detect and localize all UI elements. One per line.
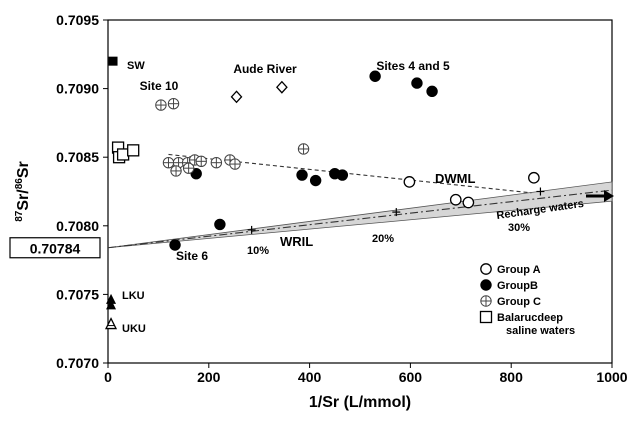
y-tick-label: 0.7085: [56, 149, 99, 165]
point-filled-circle-4: [296, 169, 308, 181]
point-filled-circle-5: [309, 174, 322, 187]
sw-label: SW: [127, 60, 145, 72]
intercept-value-box: [9, 237, 101, 259]
site-10-label: Site 10: [140, 79, 179, 93]
x-tick-label: 1000: [596, 369, 627, 385]
point-filled-circle-1: [190, 167, 202, 180]
y-axis-title: 87Sr/86Sr: [14, 161, 32, 222]
twenty-percent-label: 20%: [372, 233, 394, 245]
y-tick-label: 0.7075: [56, 286, 99, 302]
legend-label: Group C: [497, 296, 541, 308]
legend-marker-3: [480, 295, 492, 307]
legend-label: Group A: [497, 264, 541, 276]
site-6-label: Site 6: [176, 249, 208, 263]
wril-label: WRIL: [280, 234, 313, 249]
x-tick-label: 600: [399, 369, 423, 385]
point-aude-river-2: [276, 80, 288, 94]
sites-4-and-5-label: Sites 4 and 5: [376, 59, 450, 73]
y-axis-text: Sr/: [15, 189, 32, 211]
point-sw-1: [108, 56, 118, 66]
x-tick-label: 200: [197, 369, 221, 385]
x-tick-label: 0: [104, 369, 112, 385]
point-crossed-circle-1: [155, 99, 167, 111]
point-crossed-circle-10: [210, 156, 223, 169]
thirty-percent-label: 30%: [508, 222, 530, 234]
point-open-circle-3: [462, 196, 475, 209]
point-open-circle-4: [528, 171, 540, 184]
point-crossed-circle-7: [182, 162, 195, 174]
x-tick-label: 800: [500, 369, 524, 385]
recharge-band: [107, 181, 613, 249]
point-crossed-circle-5: [170, 165, 182, 177]
point-crossed-circle-3: [162, 156, 175, 169]
y-tick-label: 0.7080: [56, 218, 99, 234]
point-crossed-circle-12: [229, 158, 241, 170]
point-filled-circle-7: [336, 169, 349, 181]
point-open-square-4: [127, 144, 140, 157]
x-axis-title: 1/Sr (L/mmol): [309, 394, 411, 411]
legend-label-line-2: saline waters: [506, 325, 575, 337]
legend-marker-1: [480, 263, 492, 275]
legend-marker-4: [479, 310, 493, 324]
point-aude-river-1: [230, 90, 243, 104]
y-tick-label: 0.7070: [56, 355, 99, 371]
y-axis-superscript: 87: [14, 210, 25, 222]
point-crossed-circle-2: [167, 97, 180, 110]
dwml-label: DWML: [435, 171, 475, 186]
point-open-circle-1: [403, 176, 416, 188]
y-tick-label: 0.7095: [56, 12, 99, 28]
y-tick-label: 0.7090: [56, 81, 99, 97]
point-open-circle-2: [449, 193, 462, 206]
recharge-arrow-head: [604, 190, 614, 202]
y-axis-text: Sr: [15, 161, 32, 178]
point-open-square-3: [116, 148, 130, 161]
point-filled-circle-10: [426, 85, 438, 98]
y-axis-superscript: 86: [14, 178, 25, 190]
intercept-value-label: 0.70784: [30, 240, 81, 256]
dwml-line: [168, 153, 532, 194]
legend-label: Balarucdeep saline waters: [497, 312, 575, 337]
wril-line: [107, 189, 613, 249]
point-filled-circle-8: [369, 70, 381, 82]
lku-label: LKU: [122, 290, 145, 302]
point-filled-circle-3: [169, 239, 181, 251]
legend-label-line-1: Balarucdeep: [497, 312, 563, 324]
uku-label: UKU: [122, 323, 146, 335]
point-filled-circle-2: [214, 218, 226, 231]
point-lku-2: [106, 299, 117, 310]
point-crossed-circle-9: [195, 155, 207, 168]
point-uku-1: [104, 317, 118, 330]
aude-river-label: Aude River: [233, 62, 297, 76]
point-crossed-circle-13: [297, 143, 310, 155]
ten-percent-label: 10%: [247, 245, 269, 257]
legend-marker-2: [480, 279, 492, 291]
legend-label: GroupB: [497, 280, 538, 292]
point-filled-circle-9: [411, 77, 423, 89]
x-tick-label: 400: [298, 369, 322, 385]
point-lku-1: [106, 293, 117, 304]
